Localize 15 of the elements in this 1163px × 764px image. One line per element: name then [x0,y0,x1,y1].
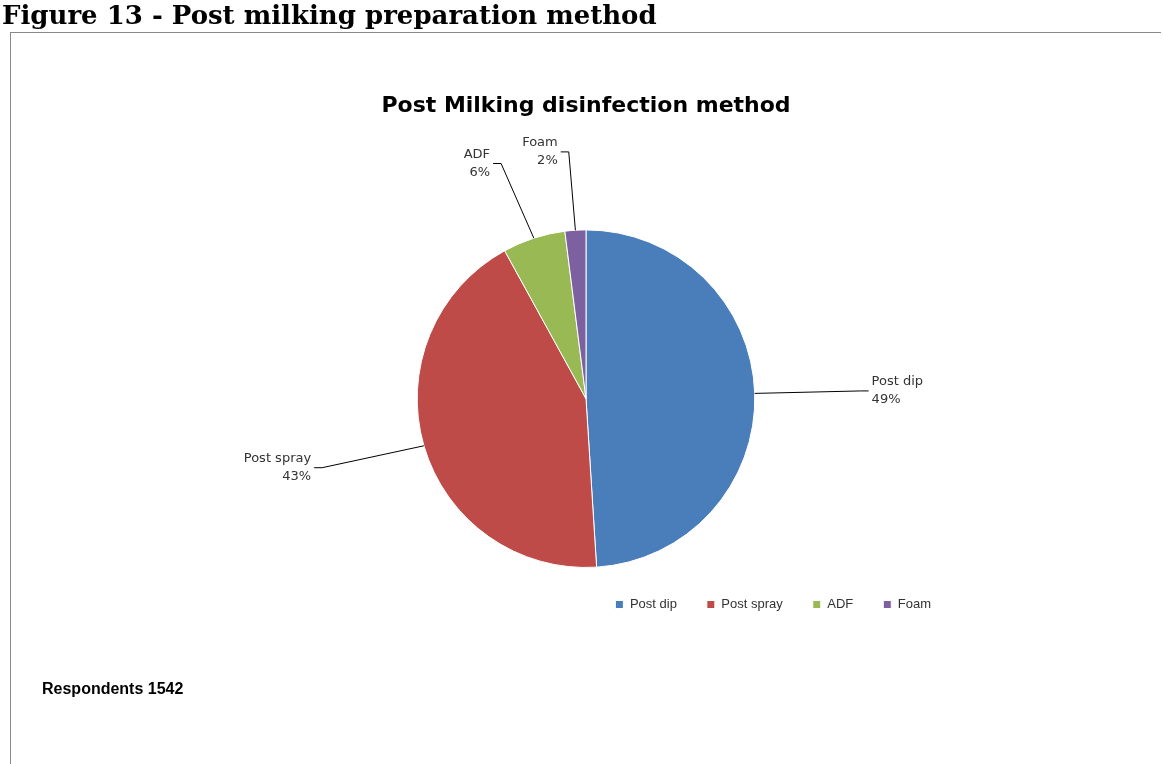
slice-label: Post spray [243,450,312,466]
caption: Figure 13 - Post milking preparation method [2,0,657,30]
data-label: 49% [871,391,901,407]
legend-label: ADF [827,596,854,612]
data-label: 43% [282,468,312,484]
slice-label: Foam [522,134,558,150]
legend-label: Foam [897,596,931,612]
data-label: 6% [469,163,491,179]
legend-label: Post dip [629,596,677,612]
slice-label: ADF [463,145,491,161]
text: Respondents 1542 [42,680,184,698]
slice-label: Post dip [871,373,924,389]
legend-label: Post spray [721,596,784,612]
chart-title: Post Milking disinfection method [381,91,791,117]
data-label: 2% [537,152,558,168]
